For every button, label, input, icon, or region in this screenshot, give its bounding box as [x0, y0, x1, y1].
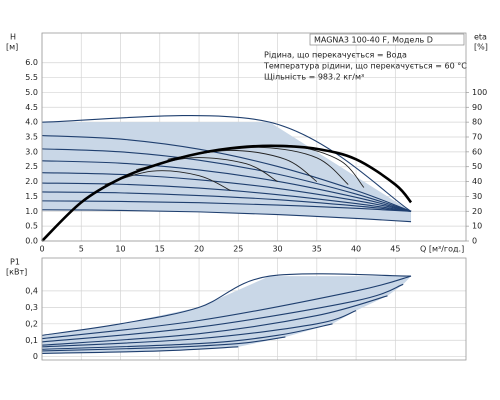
- y2-tick-label: 40: [472, 177, 482, 186]
- x-tick-label: 25: [233, 245, 243, 254]
- curve: [41, 172, 412, 212]
- y-tick-label: 5.5: [25, 73, 38, 82]
- y-tick-label: 4.5: [25, 103, 38, 112]
- info-line: Рідина, що перекачується = Вода: [264, 51, 407, 60]
- curve: [41, 200, 412, 212]
- y2-tick-label: 70: [472, 133, 482, 142]
- curve: [41, 295, 388, 346]
- curve: [41, 115, 412, 212]
- y2-tick-label: 90: [472, 103, 482, 112]
- curve: [41, 323, 333, 350]
- y-tick-label: 6.0: [25, 58, 38, 67]
- y-tick-label: 1.5: [25, 192, 38, 201]
- y2-tick-label: 0: [472, 237, 477, 246]
- y-tick-label: 0,4: [25, 286, 38, 295]
- y-axis-label: H: [10, 33, 16, 42]
- y-axis-unit: [м]: [6, 43, 18, 52]
- info-line: Температура рідини, що перекачується = 6…: [263, 62, 467, 71]
- x-tick-label: 20: [194, 245, 204, 254]
- y-tick-label: 0.0: [25, 237, 38, 246]
- y2-axis-unit: [%]: [474, 43, 488, 52]
- x-tick-label: 5: [79, 245, 84, 254]
- y-tick-label: 0,1: [25, 336, 38, 345]
- y2-axis-label: eta: [474, 33, 487, 42]
- y2-tick-label: 60: [472, 147, 482, 156]
- x-tick-label: 10: [115, 245, 125, 254]
- curve: [41, 144, 413, 242]
- info-box: [309, 33, 465, 46]
- y-axis-unit: [кВт]: [6, 268, 27, 277]
- x-tick-label: 40: [351, 245, 361, 254]
- y2-tick-label: 80: [472, 118, 482, 127]
- curve: [41, 160, 412, 212]
- curve: [41, 191, 412, 212]
- x-tick-label: 35: [312, 245, 322, 254]
- curve: [41, 134, 412, 212]
- curve: [41, 336, 286, 352]
- y-tick-label: 0,3: [25, 303, 38, 312]
- x-axis-label: Q [м³/год.]: [420, 245, 464, 254]
- y2-tick-label: 10: [472, 222, 482, 231]
- y-tick-label: 0,2: [25, 319, 38, 328]
- curve: [41, 275, 412, 340]
- y-axis-label: P1: [10, 258, 20, 267]
- y-tick-label: 5.0: [25, 88, 38, 97]
- y2-tick-label: 50: [472, 162, 482, 171]
- curve: [41, 346, 239, 354]
- y-tick-label: 2.5: [25, 162, 38, 171]
- x-tick-label: 30: [272, 245, 282, 254]
- operating-range: [42, 122, 412, 222]
- curve: [41, 283, 404, 343]
- y-tick-label: 3.5: [25, 133, 38, 142]
- y-tick-label: 0.5: [25, 222, 38, 231]
- x-tick-label: 0: [39, 245, 44, 254]
- x-tick-label: 15: [155, 245, 165, 254]
- y-tick-label: 4.0: [25, 118, 38, 127]
- info-title: MAGNA3 100-40 F, Модель D: [314, 36, 433, 45]
- x-tick-label: 45: [390, 245, 400, 254]
- plot-frame: [41, 257, 467, 361]
- y-tick-label: 3.0: [25, 147, 38, 156]
- y-tick-label: 0: [33, 352, 38, 361]
- curve: [41, 148, 412, 212]
- y2-tick-label: 20: [472, 207, 482, 216]
- curve: [41, 273, 412, 336]
- y2-tick-label: 30: [472, 192, 482, 201]
- curve: [41, 209, 412, 223]
- y2-tick-label: 100: [472, 88, 487, 97]
- curve: [41, 310, 357, 348]
- info-line: Щільність = 983.2 кг/м³: [264, 73, 364, 82]
- y-tick-label: 1.0: [25, 207, 38, 216]
- y-tick-label: 2.0: [25, 177, 38, 186]
